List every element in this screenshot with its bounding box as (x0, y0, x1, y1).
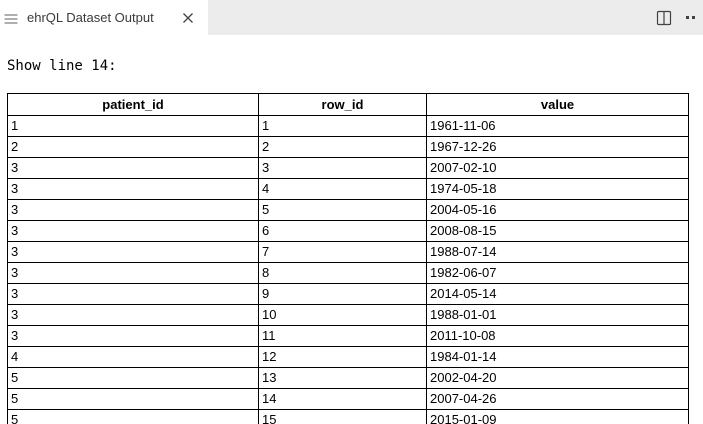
table-cell: 2 (258, 136, 427, 158)
table-cell: 2002-04-20 (426, 367, 689, 389)
table-cell: 12 (258, 346, 427, 368)
table-cell: 11 (258, 325, 427, 347)
table-cell: 3 (7, 262, 259, 284)
tab-label: ehrQL Dataset Output (27, 10, 154, 25)
table-header-row: patient_id row_id value (7, 93, 689, 116)
table-cell: 1984-01-14 (426, 346, 689, 368)
table-cell: 5 (7, 388, 259, 410)
table-cell: 6 (258, 220, 427, 242)
table-cell: 3 (7, 178, 259, 200)
table-cell: 7 (258, 241, 427, 263)
table-row: 3 4 1974-05-18 (7, 178, 689, 200)
tab-ehrql-dataset-output[interactable]: ehrQL Dataset Output (0, 0, 208, 35)
table-cell: 15 (258, 409, 427, 424)
table-row: 4 12 1984-01-14 (7, 346, 689, 368)
table-cell: 3 (7, 304, 259, 326)
table-cell: 14 (258, 388, 427, 410)
editor-actions (653, 0, 703, 35)
table-cell: 3 (7, 325, 259, 347)
table-cell: 2011-10-08 (426, 325, 689, 347)
table-cell: 2 (7, 136, 259, 158)
tab-bar: ehrQL Dataset Output (0, 0, 703, 35)
table-row: 3 5 2004-05-16 (7, 199, 689, 221)
table-row: 2 2 1967-12-26 (7, 136, 689, 158)
table-cell: 1988-07-14 (426, 241, 689, 263)
table-row: 3 10 1988-01-01 (7, 304, 689, 326)
table-cell: 10 (258, 304, 427, 326)
table-row: 1 1 1961-11-06 (7, 115, 689, 137)
table-cell: 3 (7, 220, 259, 242)
table-cell: 3 (7, 241, 259, 263)
table-cell: 1988-01-01 (426, 304, 689, 326)
more-actions-icon[interactable] (679, 7, 701, 29)
table-row: 3 8 1982-06-07 (7, 262, 689, 284)
column-header-row-id: row_id (258, 93, 427, 116)
table-cell: 2007-04-26 (426, 388, 689, 410)
split-editor-icon[interactable] (653, 7, 675, 29)
table-row: 3 6 2008-08-15 (7, 220, 689, 242)
table-cell: 5 (7, 367, 259, 389)
table-cell: 13 (258, 367, 427, 389)
table-row: 5 13 2002-04-20 (7, 367, 689, 389)
dataset-table: patient_id row_id value 1 1 1961-11-06 2 2 19… (7, 93, 689, 424)
table-row: 5 15 2015-01-09 (7, 409, 689, 424)
table-cell: 3 (258, 157, 427, 179)
table-row: 3 9 2014-05-14 (7, 283, 689, 305)
table-body: 1 1 1961-11-06 2 2 1967-12-26 3 3 2007-02-10 3 4 19… (7, 115, 689, 424)
table-cell: 1 (258, 115, 427, 137)
table-cell: 4 (258, 178, 427, 200)
column-header-patient-id: patient_id (7, 93, 259, 116)
table-cell: 1 (7, 115, 259, 137)
table-cell: 5 (258, 199, 427, 221)
table-cell: 2008-08-15 (426, 220, 689, 242)
table-cell: 8 (258, 262, 427, 284)
table-row: 3 3 2007-02-10 (7, 157, 689, 179)
table-cell: 2015-01-09 (426, 409, 689, 424)
table-cell: 9 (258, 283, 427, 305)
list-lines-icon (4, 12, 19, 24)
table-cell: 1974-05-18 (426, 178, 689, 200)
table-cell: 4 (7, 346, 259, 368)
table-cell: 3 (7, 199, 259, 221)
table-cell: 2004-05-16 (426, 199, 689, 221)
table-cell: 2007-02-10 (426, 157, 689, 179)
table-cell: 2014-05-14 (426, 283, 689, 305)
table-row: 3 7 1988-07-14 (7, 241, 689, 263)
table-row: 5 14 2007-04-26 (7, 388, 689, 410)
table-cell: 1967-12-26 (426, 136, 689, 158)
table-cell: 3 (7, 283, 259, 305)
close-tab-icon[interactable] (178, 8, 198, 28)
output-heading: Show line 14: (7, 58, 117, 74)
table-cell: 5 (7, 409, 259, 424)
table-cell: 1961-11-06 (426, 115, 689, 137)
column-header-value: value (426, 93, 689, 116)
table-cell: 1982-06-07 (426, 262, 689, 284)
table-cell: 3 (7, 157, 259, 179)
table-row: 3 11 2011-10-08 (7, 325, 689, 347)
